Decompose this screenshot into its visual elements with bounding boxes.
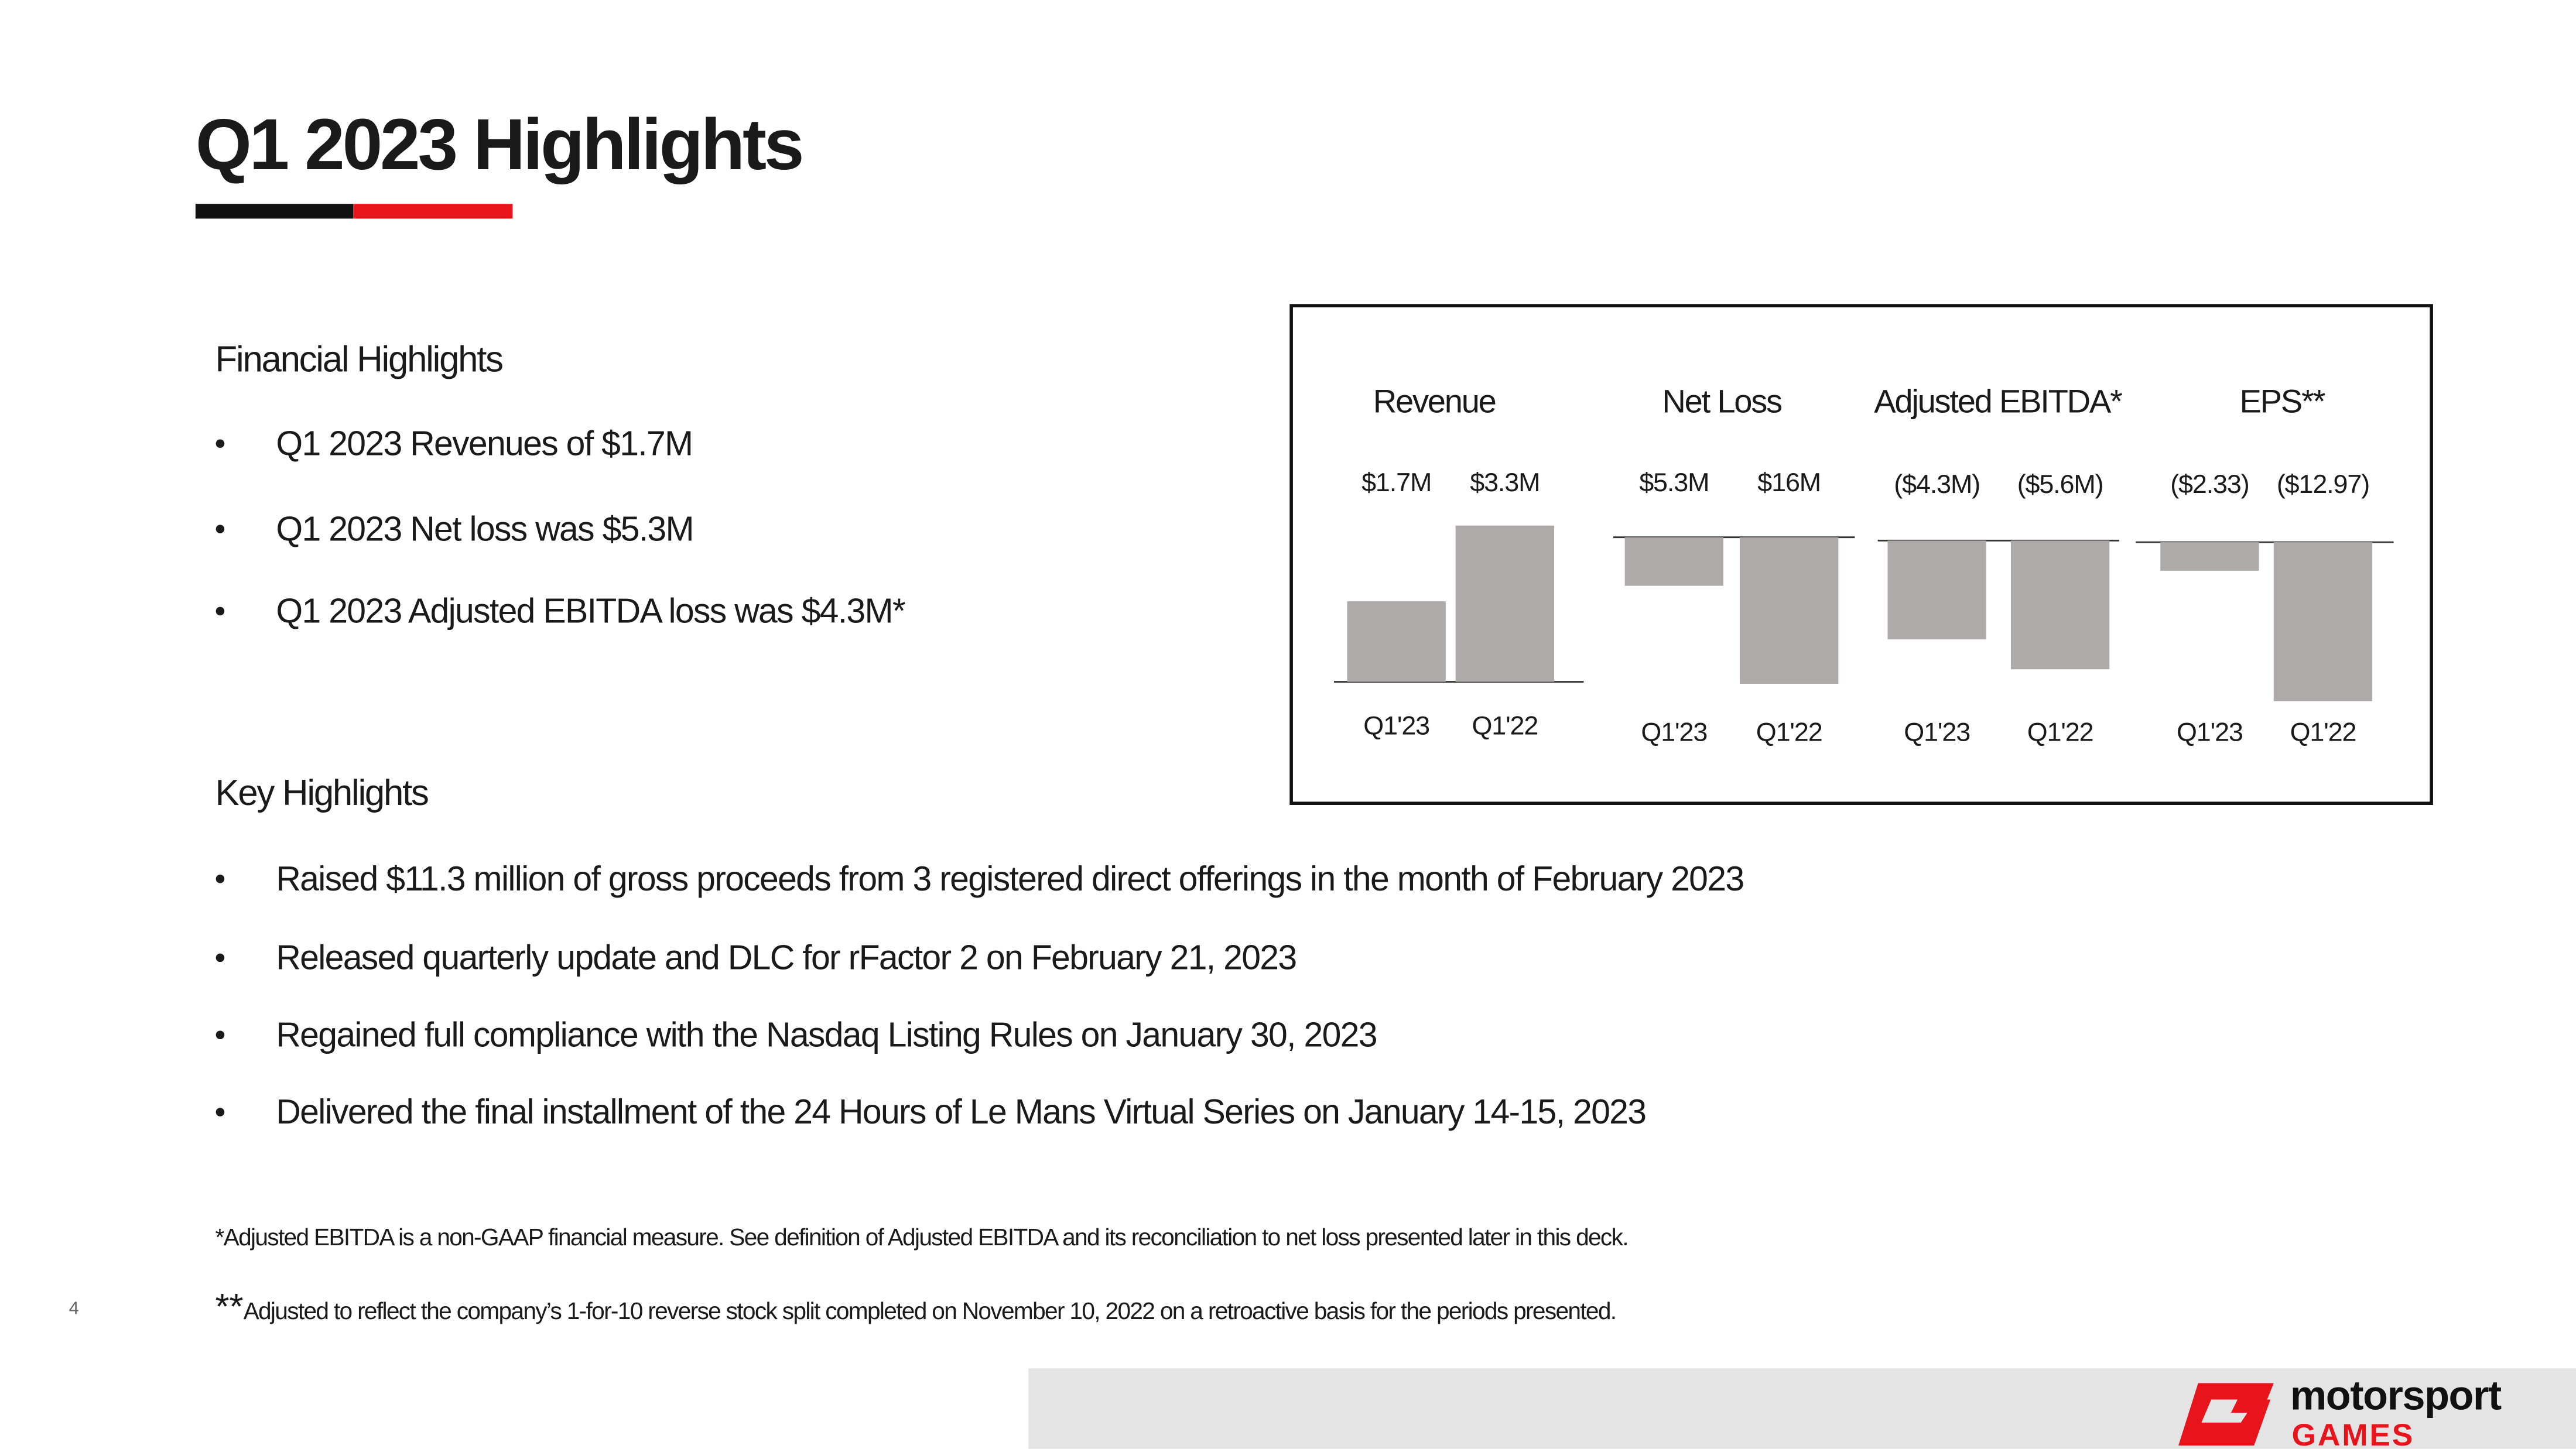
footer-band (1028, 1368, 2576, 1449)
category-label: Q1'22 (1756, 717, 1822, 747)
section-heading: Key Highlights (215, 773, 428, 813)
bar (1455, 525, 1554, 682)
key-list: Raised $11.3 million of gross proceeds f… (215, 860, 1744, 1131)
value-label: $3.3M (1470, 467, 1540, 497)
logo-name: motorsport (2290, 1372, 2502, 1418)
bullet (215, 953, 225, 962)
category-label: Q1'23 (1641, 717, 1707, 747)
chart-title: Net Loss (1662, 382, 1782, 419)
bar (2010, 540, 2110, 670)
logo-icon (2178, 1383, 2274, 1446)
chart-panel (1289, 304, 2433, 805)
footnote: **Adjusted to reflect the company’s 1-fo… (215, 1287, 1616, 1327)
logo-tagline: GAMES (2292, 1418, 2414, 1449)
financial-list: Q1 2023 Revenues of $1.7M Q1 2023 Net los… (215, 424, 906, 631)
category-label: Q1'22 (2290, 717, 2356, 747)
chart-title: Adjusted EBITDA* (1874, 382, 2122, 419)
bullet-text: Released quarterly update and DLC for rF… (276, 939, 1296, 977)
bullet-text: Raised $11.3 million of gross proceeds f… (276, 860, 1743, 898)
bar (1624, 537, 1723, 586)
category-label: Q1'23 (1904, 717, 1970, 747)
bullet (215, 1030, 225, 1040)
category-label: Q1'22 (1472, 710, 1538, 740)
value-label: ($4.3M) (1894, 469, 1980, 499)
footnote-mark: ** (215, 1287, 244, 1327)
value-label: $5.3M (1639, 467, 1709, 497)
bar (2160, 542, 2259, 571)
bullet-text: Regained full compliance with the Nasdaq… (276, 1016, 1377, 1054)
title-rule-red (353, 204, 513, 219)
value-label: $16M (1757, 467, 1821, 497)
bar (2273, 542, 2373, 701)
bullet (215, 1108, 225, 1116)
title-rule-dark (195, 204, 354, 219)
section-heading: Financial Highlights (215, 339, 503, 379)
footnote: *Adjusted EBITDA is a non-GAAP financial… (215, 1224, 1628, 1251)
bullet (215, 607, 225, 616)
chart-title: EPS** (2239, 382, 2325, 419)
page-number: 4 (69, 1298, 79, 1318)
value-label: ($5.6M) (2017, 469, 2103, 499)
bullet-text: Q1 2023 Revenues of $1.7M (276, 424, 692, 463)
value-label: ($12.97) (2277, 469, 2369, 499)
bullet-text: Q1 2023 Net loss was $5.3M (276, 510, 693, 548)
bullet-text: Delivered the final installment of the 2… (276, 1093, 1646, 1131)
category-label: Q1'23 (2177, 717, 2243, 747)
value-label: ($2.33) (2170, 469, 2249, 499)
title: Q1 2023 Highlights (196, 104, 802, 185)
chart-title: Revenue (1373, 382, 1496, 419)
bar (1347, 601, 1446, 682)
category-label: Q1'22 (2027, 717, 2093, 747)
bullet (215, 439, 225, 448)
bar (1887, 540, 1986, 640)
bullet (215, 525, 225, 533)
footnote-text: Adjusted to reflect the company’s 1-for-… (244, 1297, 1616, 1324)
charts: Revenue $1.7M Q1'23 $3.3M Q1'22 Net Loss $5.3M… (1334, 382, 2394, 747)
value-label: $1.7M (1361, 467, 1431, 497)
bar (1740, 537, 1839, 684)
bullet (215, 874, 225, 883)
bullet-text: Q1 2023 Adjusted EBITDA loss was $4.3M* (276, 592, 905, 631)
category-label: Q1'23 (1363, 710, 1429, 740)
